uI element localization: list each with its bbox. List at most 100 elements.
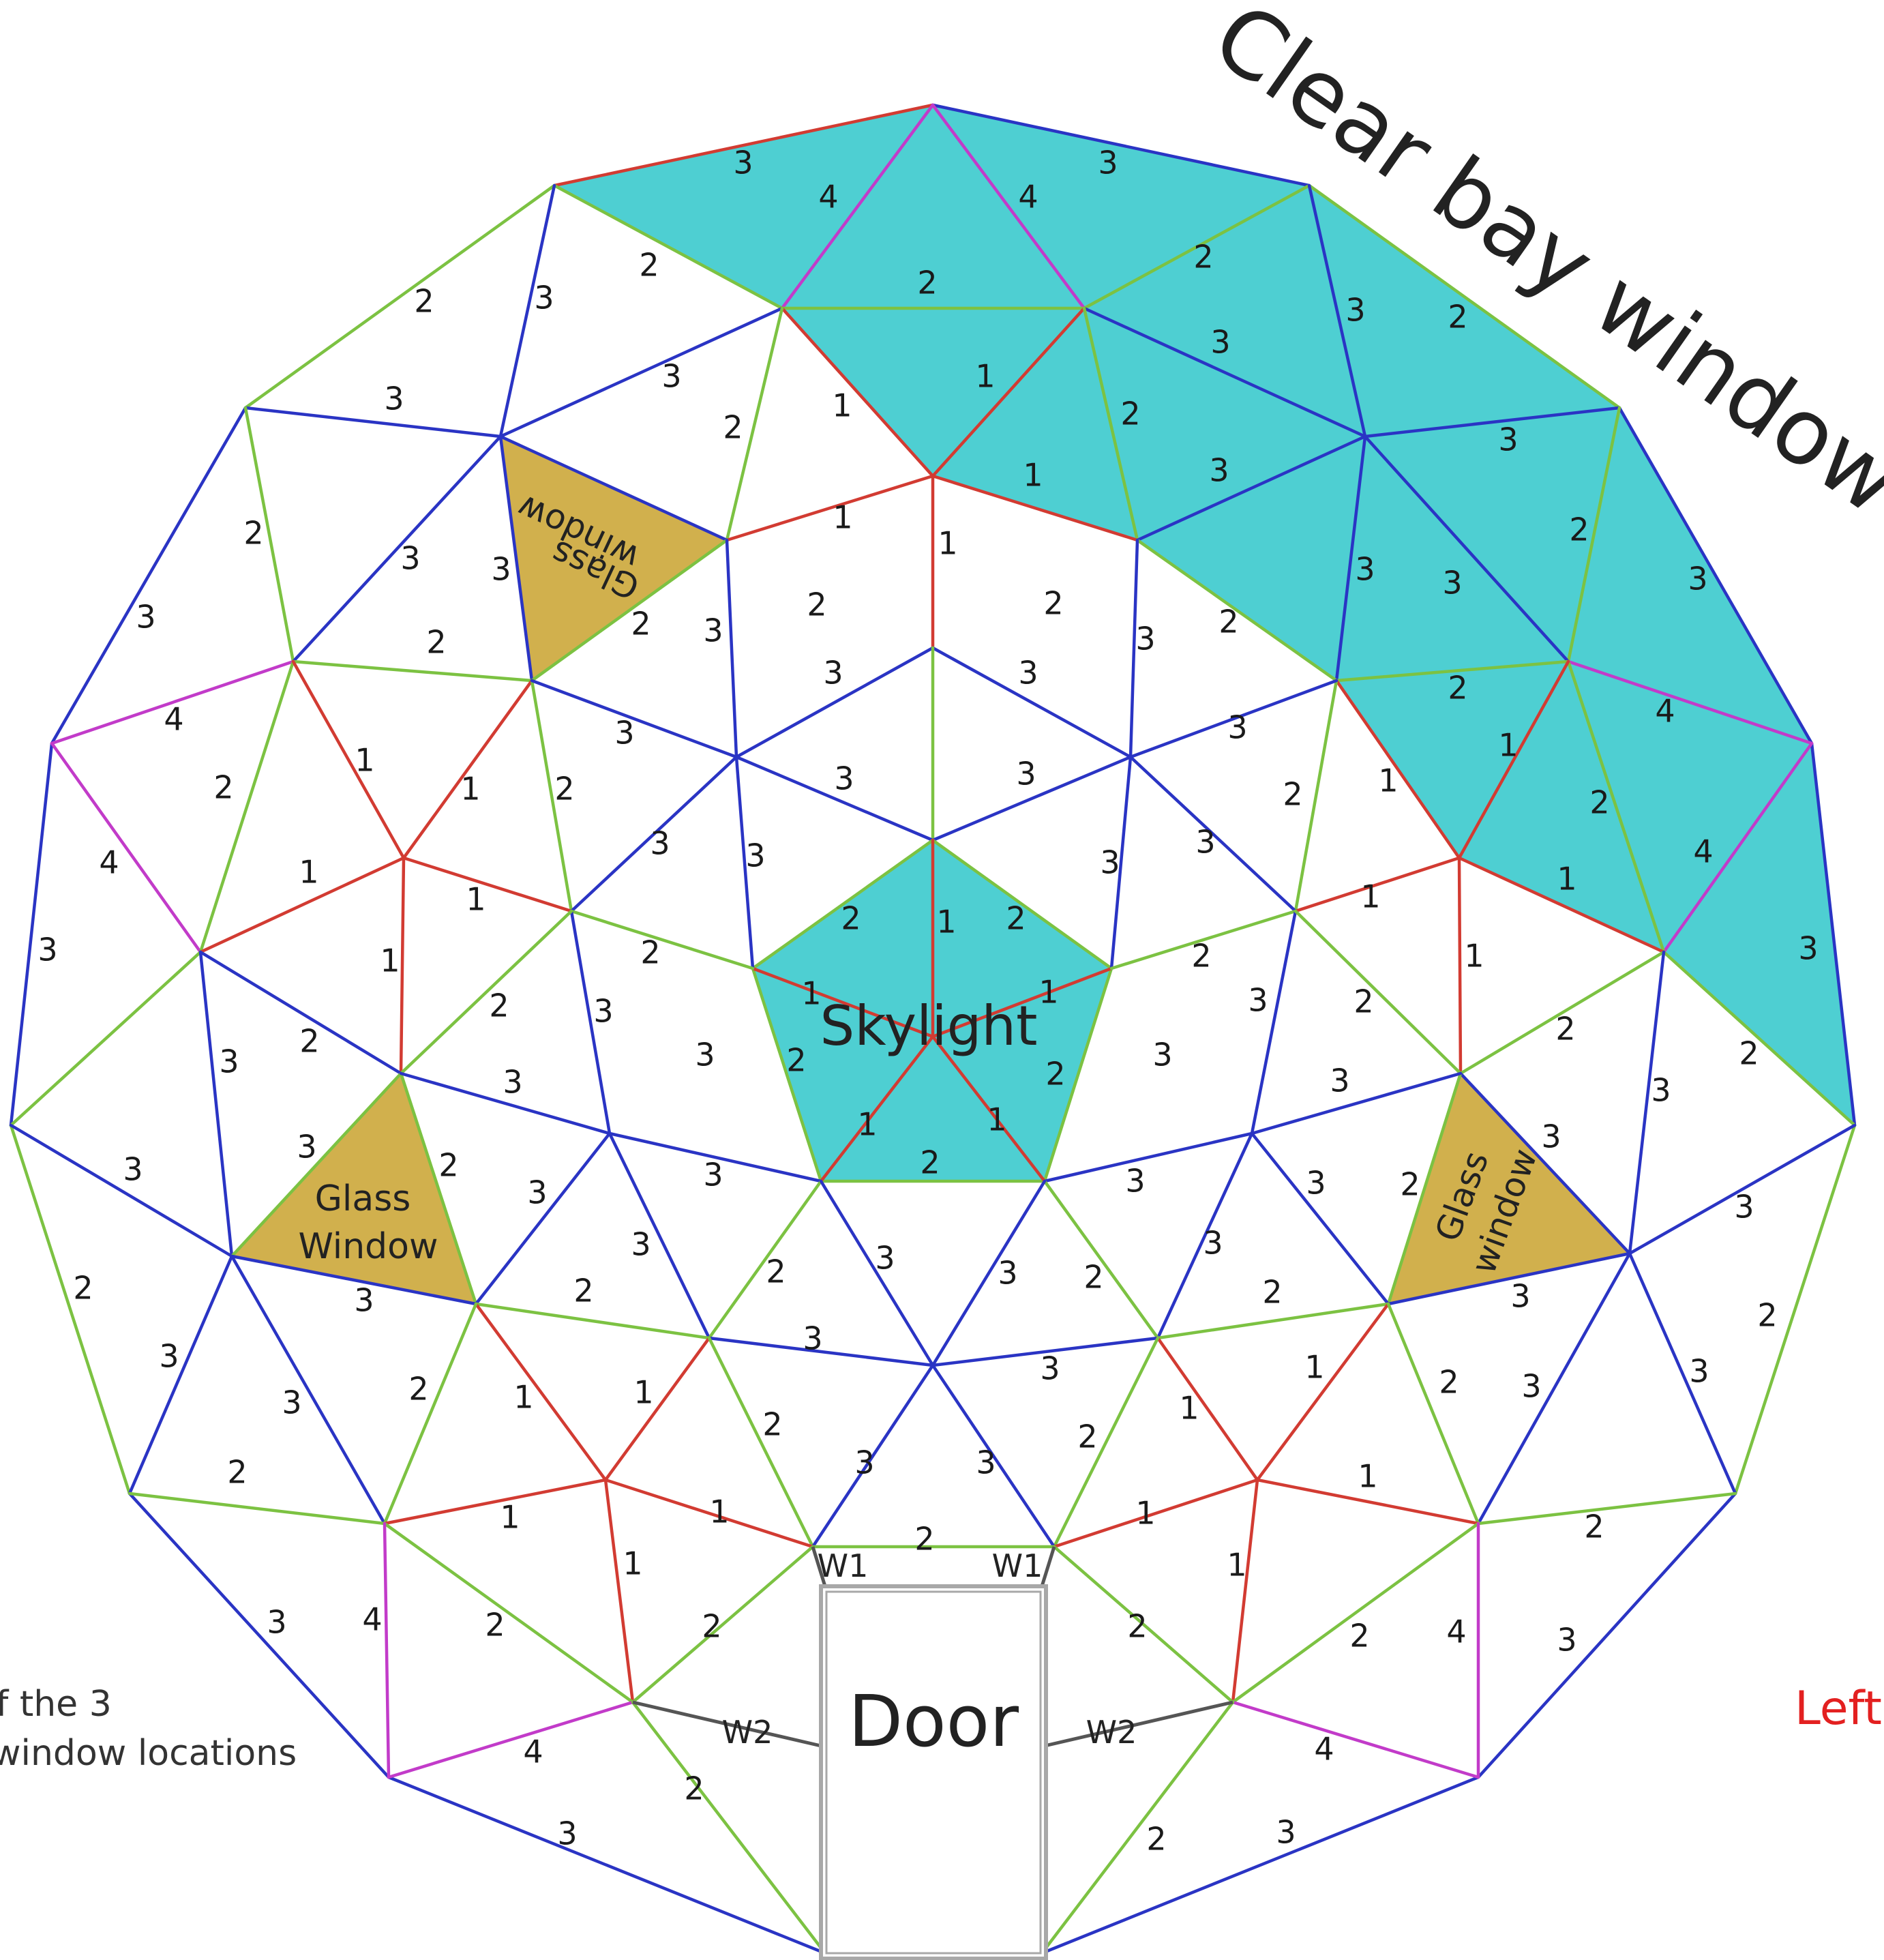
strut-type-3 xyxy=(399,1071,612,1135)
clear-bay-panel xyxy=(1336,436,1568,681)
strut-length-label: 1 xyxy=(709,1494,729,1530)
strut-length-label: 2 xyxy=(1262,1274,1282,1311)
strut-type-2 xyxy=(1733,1123,1857,1496)
strut-length-label: 4 xyxy=(1018,179,1038,216)
strut-length-label: 1 xyxy=(1179,1390,1199,1427)
strut-length-label: 1 xyxy=(1557,861,1576,897)
strut-type-2 xyxy=(1294,679,1339,913)
strut-length-label: 1 xyxy=(832,387,852,424)
strut-length-label: 1 xyxy=(1358,1458,1377,1495)
strut-type-2 xyxy=(1334,659,1570,683)
strut-length-label: 3 xyxy=(823,655,843,692)
strut-length-label: 4 xyxy=(523,1734,543,1770)
strut-length-label: 2 xyxy=(1146,1821,1166,1858)
strut-type-2 xyxy=(1082,306,1139,542)
strut-length-label: 1 xyxy=(299,854,318,891)
strut-length-label: 2 xyxy=(243,515,263,552)
side-note-line1: f the 3 xyxy=(0,1684,112,1725)
strut-length-label: 1 xyxy=(460,771,480,807)
clear-bay-panel xyxy=(1568,408,1812,743)
strut-type-3 xyxy=(1363,406,1621,439)
strut-type-1 xyxy=(198,856,406,954)
strut-type-3 xyxy=(230,1254,478,1306)
strut-length-label: 3 xyxy=(661,358,681,395)
w1-wire-left xyxy=(811,1546,827,1587)
strut-type-2 xyxy=(1082,183,1311,310)
clear-bay-panel xyxy=(1309,185,1619,436)
strut-length-label: 1 xyxy=(623,1545,642,1582)
strut-length-label: 3 xyxy=(534,280,554,316)
clear-bay-panel xyxy=(782,308,1084,476)
strut-length-label: 3 xyxy=(976,1444,996,1481)
strut-type-3 xyxy=(1135,434,1367,542)
strut-type-3 xyxy=(1128,538,1139,759)
strut-length-label: 3 xyxy=(503,1064,522,1101)
strut-length-label: 3 xyxy=(1152,1037,1172,1073)
strut-type-2 xyxy=(399,1071,478,1306)
strut-type-3 xyxy=(931,1363,1056,1549)
strut-length-label: 3 xyxy=(267,1604,286,1641)
strut-length-label: 2 xyxy=(914,1521,934,1558)
strut-type-2 xyxy=(474,1302,711,1340)
strut-length-label: 4 xyxy=(1446,1614,1466,1650)
strut-type-3 xyxy=(1156,1131,1254,1340)
w2-wire-left xyxy=(632,1700,822,1748)
w1-label-left: W1 xyxy=(818,1547,869,1584)
strut-length-label: 3 xyxy=(1276,1814,1296,1851)
strut-length-label: 1 xyxy=(936,904,956,940)
strut-length-label: 3 xyxy=(38,932,57,968)
strut-length-label: 3 xyxy=(1330,1063,1349,1099)
strut-type-1 xyxy=(402,679,534,860)
strut-type-3 xyxy=(498,183,556,439)
strut-length-label: 1 xyxy=(513,1379,533,1416)
strut-length-label: 2 xyxy=(1191,938,1211,975)
strut-type-1 xyxy=(1457,856,1666,954)
strut-length-label: 2 xyxy=(1448,670,1467,707)
strut-type-4 xyxy=(50,741,203,954)
strut-length-label: 3 xyxy=(695,1037,715,1073)
strut-type-3 xyxy=(1476,1251,1632,1526)
strut-length-label: 2 xyxy=(1077,1419,1097,1455)
strut-length-label: 2 xyxy=(1439,1364,1459,1401)
strut-length-label: 3 xyxy=(1135,621,1155,657)
strut-type-2 xyxy=(1040,1700,1235,1955)
w1-wire-right xyxy=(1040,1546,1056,1587)
glass-window-lower-left-label-line1: Glass xyxy=(315,1178,411,1219)
strut-type-3 xyxy=(1128,755,1298,913)
strut-length-label: 4 xyxy=(1655,693,1675,730)
strut-type-3 xyxy=(1043,1131,1254,1183)
strut-type-2 xyxy=(1294,909,1463,1075)
strut-length-label: 3 xyxy=(1306,1165,1326,1202)
strut-type-2 xyxy=(569,909,755,970)
strut-length-label: 3 xyxy=(1442,565,1462,602)
strut-length-label: 1 xyxy=(1360,878,1380,915)
strut-type-3 xyxy=(474,1131,612,1306)
strut-type-3 xyxy=(498,434,534,683)
strut-length-label: 1 xyxy=(1038,974,1058,1011)
strut-type-3 xyxy=(569,909,612,1135)
strut-length-label: 3 xyxy=(1688,561,1707,597)
strut-length-label: 3 xyxy=(219,1043,239,1080)
strut-length-label: 3 xyxy=(834,760,854,797)
strut-type-2 xyxy=(1231,1521,1480,1704)
strut-length-label: 2 xyxy=(841,900,861,937)
strut-length-label: 2 xyxy=(1218,604,1238,640)
strut-length-label: 2 xyxy=(1569,511,1589,548)
clear-bay-panel xyxy=(1365,408,1619,662)
strut-type-3 xyxy=(734,646,935,759)
strut-length-label: 3 xyxy=(1510,1278,1530,1315)
strut-type-3 xyxy=(291,434,503,664)
strut-length-label: 1 xyxy=(1227,1547,1246,1584)
strut-length-label: 2 xyxy=(631,606,651,642)
strut-type-3 xyxy=(734,755,935,842)
strut-type-3 xyxy=(128,1254,234,1496)
strut-length-label: 3 xyxy=(1195,824,1215,861)
strut-network xyxy=(9,103,1857,1955)
strut-length-label: 2 xyxy=(408,1371,428,1408)
strut-length-label: 3 xyxy=(1689,1353,1709,1390)
strut-type-3 xyxy=(811,1363,935,1549)
w2-label-right: W2 xyxy=(1086,1714,1137,1751)
strut-type-2 xyxy=(1043,966,1113,1183)
strut-length-label: 3 xyxy=(1125,1163,1145,1200)
